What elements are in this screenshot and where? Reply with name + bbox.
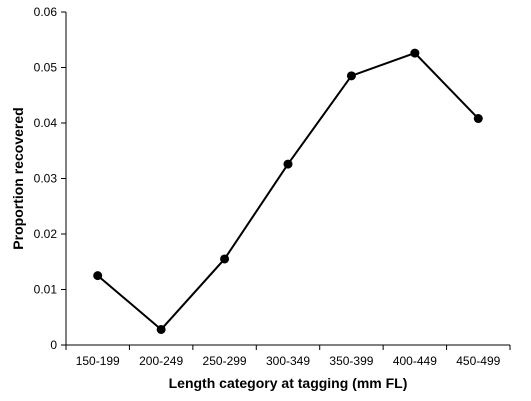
y-tick-label: 0: [50, 338, 57, 352]
x-tick-label: 150-199: [76, 354, 120, 368]
y-tick-label: 0.05: [34, 61, 58, 75]
data-point: [156, 324, 166, 334]
data-point: [473, 114, 483, 124]
x-tick-label: 400-449: [393, 354, 437, 368]
x-tick-label: 200-249: [139, 354, 183, 368]
y-tick-label: 0.04: [34, 116, 58, 130]
data-point: [93, 271, 103, 281]
data-point: [283, 159, 293, 169]
y-tick-label: 0.06: [34, 5, 58, 19]
data-point: [220, 254, 230, 264]
y-tick-label: 0.03: [34, 172, 58, 186]
x-tick-label: 300-349: [266, 354, 310, 368]
x-tick-label: 450-499: [456, 354, 500, 368]
series-group: [93, 48, 483, 334]
y-axis-title: Proportion recovered: [10, 107, 26, 249]
x-axis-title: Length category at tagging (mm FL): [169, 375, 408, 391]
y-axis-ticks: 0 0.01 0.02 0.03 0.04 0.05 0.06: [34, 5, 66, 352]
x-axis-ticks: 150-199 200-249 250-299 300-349 350-399 400-4…: [65, 345, 511, 368]
x-tick-label: 250-299: [203, 354, 247, 368]
data-point: [346, 71, 356, 81]
x-tick-label: 350-399: [329, 354, 373, 368]
y-tick-label: 0.01: [34, 283, 58, 297]
series-line: [97, 51, 480, 331]
y-tick-label: 0.02: [34, 227, 58, 241]
data-point: [410, 48, 420, 58]
